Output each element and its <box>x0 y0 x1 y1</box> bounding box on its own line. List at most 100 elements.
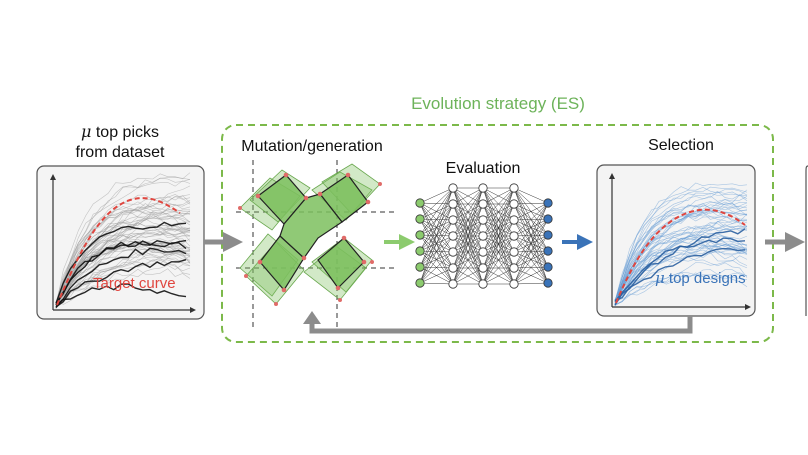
nn-edge <box>452 235 484 285</box>
dataset-curve <box>55 177 191 304</box>
top-pick-curve <box>55 240 187 306</box>
nn-node <box>448 215 458 225</box>
mu-symbol-2: μ <box>655 269 665 287</box>
feedback-arrowhead <box>303 311 321 324</box>
nn-node <box>478 183 488 193</box>
design-curve <box>614 205 748 302</box>
nn-edge <box>419 267 454 284</box>
nn-edge <box>482 267 515 285</box>
nn-edge <box>419 251 454 284</box>
nn-edge <box>513 202 549 205</box>
nn-node <box>415 214 425 224</box>
nn-edge <box>513 266 549 285</box>
nn-edge <box>482 187 515 205</box>
feedback-loop-arrow <box>309 316 693 334</box>
nn-node <box>448 279 458 289</box>
top-design-curve <box>614 247 746 302</box>
top-pick-curve <box>55 283 187 306</box>
dataset-curve <box>55 268 191 308</box>
dataset-curve <box>55 194 191 307</box>
nn-edge <box>452 267 484 285</box>
nn-edge <box>419 187 454 220</box>
nn-edge <box>419 282 454 285</box>
nn-node <box>415 246 425 256</box>
nn-edge <box>482 219 515 285</box>
dataset-curve <box>55 222 191 308</box>
nn-edge <box>513 202 549 285</box>
nn-edge <box>482 187 515 285</box>
nn-edge <box>419 203 454 284</box>
picks-title-line2: from dataset <box>76 144 165 161</box>
nn-node <box>509 263 519 273</box>
nn-edge <box>452 187 484 221</box>
design-curve <box>614 201 748 307</box>
nn-node <box>478 215 488 225</box>
nn-node <box>543 278 553 288</box>
es-frame <box>221 124 774 343</box>
nn-node <box>543 198 553 208</box>
nn-node <box>543 246 553 256</box>
nn-node <box>415 262 425 272</box>
nn-node <box>509 215 519 225</box>
design-curve <box>614 189 748 305</box>
top-designs-text: top designs <box>665 270 746 287</box>
nn-node <box>509 279 519 289</box>
nn-node <box>448 263 458 273</box>
design-curve <box>614 221 748 301</box>
dataset-curve <box>55 172 191 306</box>
nn-edge <box>452 203 484 285</box>
nn-edge <box>513 282 549 285</box>
top-design-curve <box>614 237 746 302</box>
nn-edge <box>419 235 454 284</box>
dataset-curve <box>55 195 191 304</box>
nn-edge <box>513 187 549 204</box>
nn-edge <box>452 219 484 285</box>
nn-node <box>543 262 553 272</box>
design-curve <box>614 192 748 301</box>
dataset-curve <box>55 199 191 308</box>
nn-edge <box>419 187 454 284</box>
nn-edge <box>513 202 549 237</box>
nn-edge <box>419 187 454 252</box>
design-curve <box>614 274 748 306</box>
nn-node <box>415 230 425 240</box>
nn-edge <box>452 187 484 205</box>
nn-node <box>543 230 553 240</box>
design-curve <box>614 201 748 302</box>
selection-title: Selection <box>648 137 714 154</box>
design-curve <box>614 237 748 300</box>
nn-edge <box>452 187 484 269</box>
design-curve <box>614 247 748 306</box>
neural-network <box>415 183 553 289</box>
nn-edge <box>482 187 515 269</box>
design-curve <box>614 272 748 306</box>
top-designs-label: μ top designs <box>655 269 746 287</box>
nn-node <box>448 231 458 241</box>
kirigami-structure <box>236 160 396 330</box>
nn-edge <box>513 250 549 285</box>
nn-node <box>509 199 519 209</box>
nn-node <box>478 263 488 273</box>
nn-edge <box>513 202 549 221</box>
design-curve <box>614 255 748 305</box>
picks-title-text: top picks <box>91 124 159 141</box>
nn-node <box>509 247 519 257</box>
design-curve <box>614 224 748 301</box>
nn-edge <box>419 187 454 204</box>
dataset-curve <box>55 240 191 306</box>
top-pick-curve <box>55 247 187 309</box>
nn-node <box>415 278 425 288</box>
nn-edge <box>513 234 549 285</box>
nn-edge <box>482 251 515 285</box>
nn-edge <box>452 187 484 285</box>
nn-edge <box>452 187 484 253</box>
nn-edge <box>482 187 515 237</box>
nn-node <box>448 183 458 193</box>
nn-node <box>448 199 458 209</box>
nn-edge <box>452 187 484 237</box>
dataset-curve <box>55 242 191 306</box>
top-pick-curve <box>55 259 187 308</box>
nn-node <box>478 231 488 241</box>
nn-edge <box>513 202 549 269</box>
